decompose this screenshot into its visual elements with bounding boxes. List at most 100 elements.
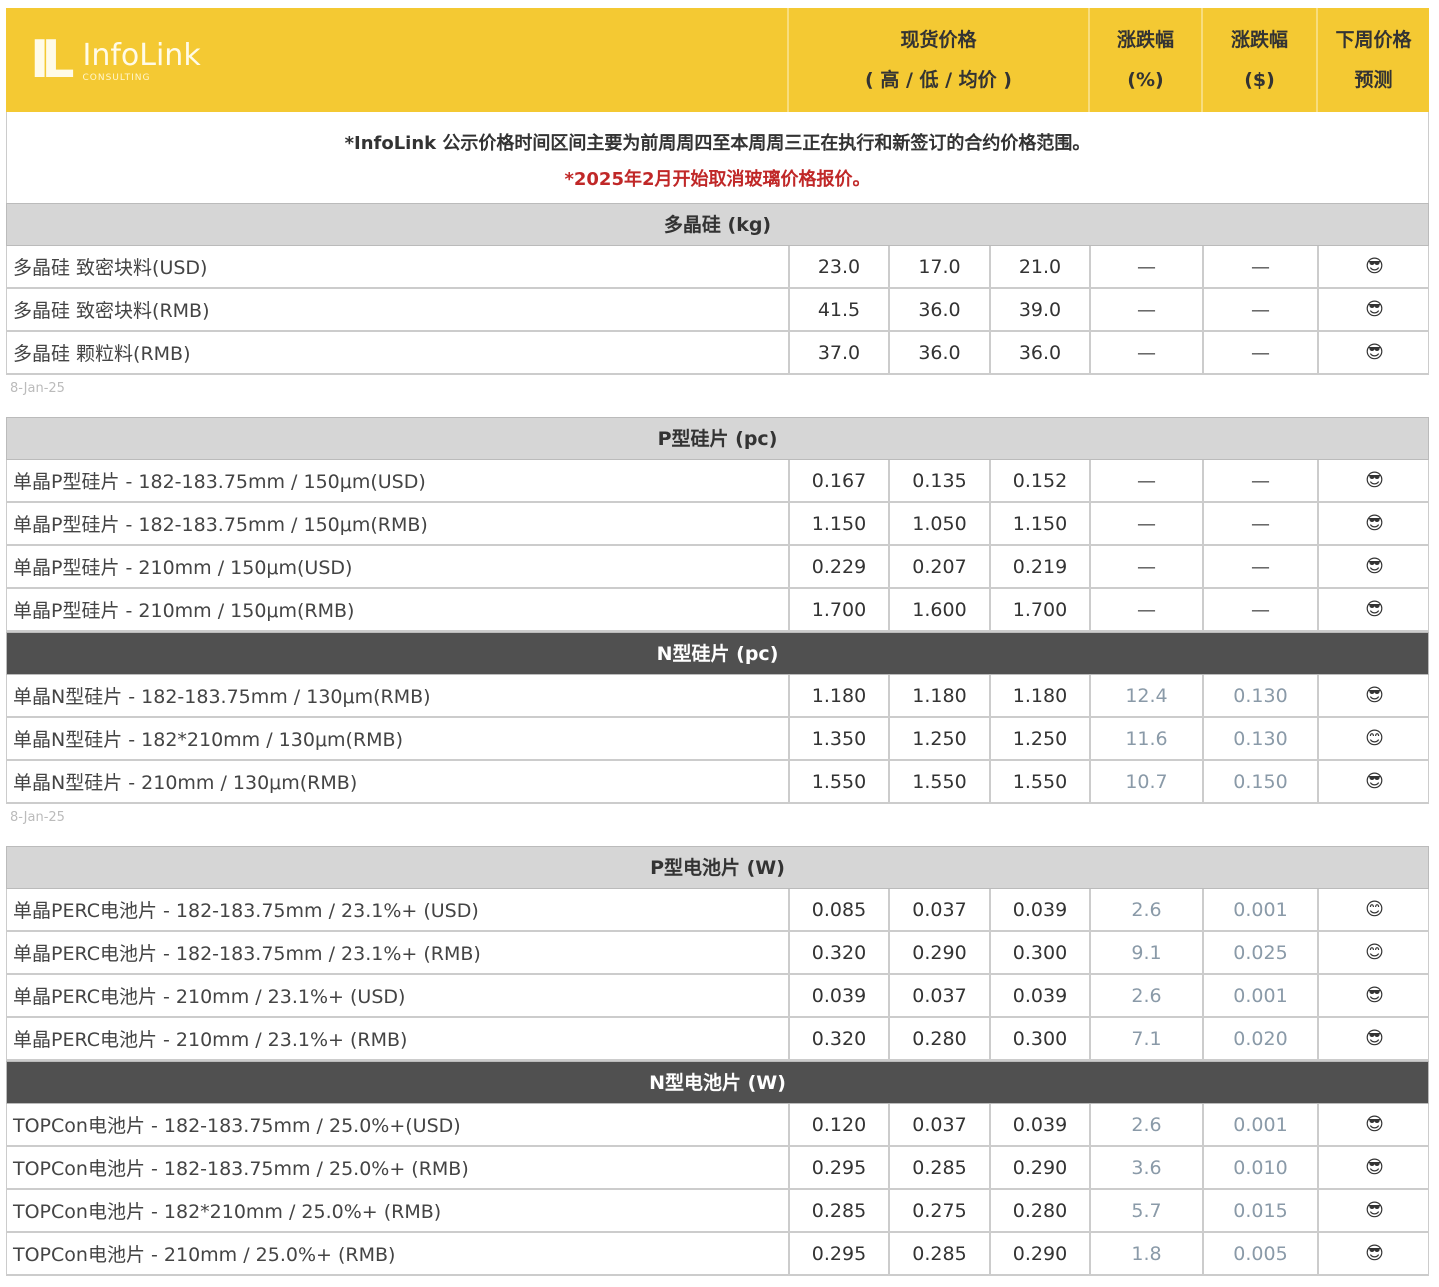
section-header: N型硅片 (pc) [6,632,1429,675]
price-low: 1.050 [888,503,989,544]
change-usd: — [1202,332,1317,373]
price-low: 0.037 [888,889,989,930]
change-percent: 5.7 [1089,1190,1202,1231]
sunglasses-face-icon: 😎 [1317,503,1430,544]
notes: *InfoLink 公示价格时间区间主要为前周周四至本周周三正在执行和新签订的合… [6,112,1429,203]
table-row: 多晶硅 致密块料(RMB) 41.5 36.0 39.0— — 😎 [6,289,1429,332]
note-line-1: *InfoLink 公示价格时间区间主要为前周周四至本周周三正在执行和新签订的合… [344,133,1091,154]
change-usd: 0.001 [1202,889,1317,930]
price-avg: 1.150 [989,503,1089,544]
product-label: 多晶硅 致密块料(RMB) [13,300,210,322]
sunglasses-face-icon: 😎 [1317,332,1430,373]
price-low: 1.180 [888,675,989,716]
sunglasses-face-icon: 😎 [1317,289,1430,330]
logo-mark-icon: IL [30,30,75,90]
change-percent: 3.6 [1089,1147,1202,1188]
smiling-face-icon: 😊 [1317,932,1430,973]
table-row: 单晶P型硅片 - 210mm / 150μm(USD) 0.229 0.207 0.2… [6,546,1429,589]
sunglasses-face-icon: 😎 [1317,1104,1430,1145]
section-header: 多晶硅 (kg) [6,203,1429,246]
change-percent: 2.6 [1089,889,1202,930]
change-usd: 0.015 [1202,1190,1317,1231]
price-avg: 36.0 [989,332,1089,373]
change-percent: 12.4 [1089,675,1202,716]
change-usd: — [1202,289,1317,330]
table-row: 单晶PERC电池片 - 182-183.75mm / 23.1%+ (RMB) 0… [6,932,1429,975]
price-avg: 1.700 [989,589,1089,630]
price-low: 0.037 [888,1104,989,1145]
price-high: 0.229 [788,546,888,587]
price-avg: 39.0 [989,289,1089,330]
table-row: 单晶PERC电池片 - 210mm / 23.1%+ (RMB) 0.320 0.2… [6,1018,1429,1061]
change-percent: — [1089,246,1202,287]
change-percent: — [1089,332,1202,373]
smiling-face-icon: 😊 [1317,718,1430,759]
product-label: 多晶硅 致密块料(USD) [13,257,208,279]
table-row: 单晶P型硅片 - 182-183.75mm / 150μm(RMB) 1.150 1… [6,503,1429,546]
price-high: 0.285 [788,1190,888,1231]
price-avg: 0.039 [989,975,1089,1016]
sunglasses-face-icon: 😎 [1317,1190,1430,1231]
change-percent: 10.7 [1089,761,1202,802]
header-forecast: 下周价格 预测 [1316,8,1429,112]
header-change-usd: 涨跌幅 ($) [1201,8,1316,112]
table-row: TOPCon电池片 - 182*210mm / 25.0%+ (RMB) 0.28… [6,1190,1429,1233]
change-usd: 0.001 [1202,1104,1317,1145]
change-usd: — [1202,546,1317,587]
price-avg: 0.152 [989,460,1089,501]
section-header: P型电池片 (W) [6,846,1429,889]
change-usd: 0.130 [1202,675,1317,716]
price-low: 36.0 [888,332,989,373]
price-low: 36.0 [888,289,989,330]
product-label: 单晶N型硅片 - 182-183.75mm / 130μm(RMB) [13,686,431,708]
table-row: 单晶PERC电池片 - 210mm / 23.1%+ (USD) 0.039 0.0… [6,975,1429,1018]
price-table: IL InfoLink CONSULTING 现货价格( 高 / 低 / 均价 )… [6,8,1429,1276]
change-usd: 0.150 [1202,761,1317,802]
infolink-logo: IL InfoLink CONSULTING [6,8,787,112]
price-high: 0.085 [788,889,888,930]
product-label: 单晶P型硅片 - 182-183.75mm / 150μm(USD) [13,471,426,493]
change-percent: 11.6 [1089,718,1202,759]
change-percent: — [1089,503,1202,544]
price-high: 0.320 [788,1018,888,1059]
sunglasses-face-icon: 😎 [1317,546,1430,587]
price-high: 0.039 [788,975,888,1016]
logo-sub: CONSULTING [82,72,151,83]
change-percent: 9.1 [1089,932,1202,973]
date-label: 8-Jan-25 [10,381,65,396]
price-high: 37.0 [788,332,888,373]
price-avg: 0.290 [989,1147,1089,1188]
change-usd: 0.130 [1202,718,1317,759]
price-low: 1.600 [888,589,989,630]
note-line-2: *2025年2月开始取消玻璃价格报价。 [564,169,871,190]
price-low: 0.290 [888,932,989,973]
price-high: 1.180 [788,675,888,716]
price-low: 1.250 [888,718,989,759]
price-low: 0.207 [888,546,989,587]
sunglasses-face-icon: 😎 [1317,1233,1430,1274]
table-row: 单晶N型硅片 - 182-183.75mm / 130μm(RMB) 1.180 1… [6,675,1429,718]
change-percent: — [1089,460,1202,501]
change-usd: 0.001 [1202,975,1317,1016]
price-avg: 0.039 [989,889,1089,930]
price-high: 23.0 [788,246,888,287]
sunglasses-face-icon: 😎 [1317,975,1430,1016]
table-row: 单晶PERC电池片 - 182-183.75mm / 23.1%+ (USD) 0… [6,889,1429,932]
price-avg: 21.0 [989,246,1089,287]
price-avg: 1.550 [989,761,1089,802]
table-row: 单晶P型硅片 - 210mm / 150μm(RMB) 1.700 1.600 1.7… [6,589,1429,632]
product-label: 多晶硅 颗粒料(RMB) [13,343,191,365]
product-label: 单晶N型硅片 - 210mm / 130μm(RMB) [13,772,358,794]
price-avg: 0.219 [989,546,1089,587]
price-avg: 0.280 [989,1190,1089,1231]
smiling-face-icon: 😊 [1317,889,1430,930]
table-body: 多晶硅 (kg) 多晶硅 致密块料(USD) 23.0 17.0 21.0— — 😎 多晶硅 … [6,203,1429,1276]
price-avg: 1.250 [989,718,1089,759]
table-row: TOPCon电池片 - 182-183.75mm / 25.0%+(USD) 0.… [6,1104,1429,1147]
table-row: 多晶硅 致密块料(USD) 23.0 17.0 21.0— — 😎 [6,246,1429,289]
change-percent: — [1089,546,1202,587]
change-usd: — [1202,460,1317,501]
price-high: 1.700 [788,589,888,630]
sunglasses-face-icon: 😎 [1317,1018,1430,1059]
table-row: TOPCon电池片 - 210mm / 25.0%+ (RMB) 0.295 0.2… [6,1233,1429,1276]
